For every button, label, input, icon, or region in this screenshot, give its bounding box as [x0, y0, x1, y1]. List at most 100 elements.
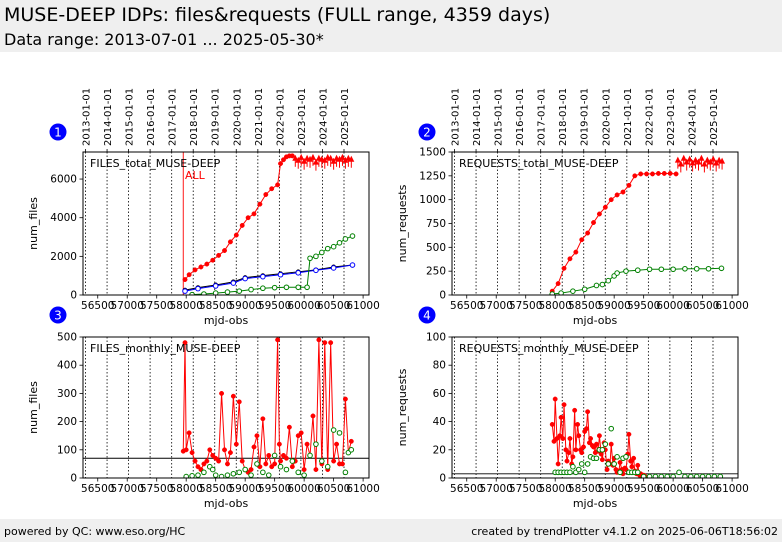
data-point — [594, 441, 599, 447]
data-point — [579, 450, 585, 456]
x-tick-label: 58500 — [568, 300, 601, 312]
data-point — [705, 473, 712, 478]
x-tick-label: 57000 — [111, 483, 144, 495]
data-point — [655, 171, 661, 176]
data-point — [271, 284, 278, 291]
date-tick-label: 2019-01-01 — [580, 88, 591, 146]
data-point — [585, 409, 591, 415]
data-point — [230, 470, 237, 477]
x-axis-label: mjd-obs — [204, 497, 249, 510]
data-point — [348, 438, 354, 444]
data-point — [195, 464, 201, 470]
data-point — [634, 469, 641, 476]
data-point — [558, 290, 564, 295]
data-point — [313, 441, 319, 447]
data-point — [342, 236, 349, 242]
y-tick-label: 1000 — [419, 194, 446, 206]
chart-annotation: ALL — [185, 169, 206, 182]
data-point — [236, 399, 242, 405]
date-tick-label: 2025-01-01 — [709, 88, 720, 146]
data-point — [564, 458, 570, 464]
data-point — [295, 269, 302, 276]
x-tick-label: 56500 — [81, 300, 114, 312]
x-tick-label: 60000 — [287, 300, 320, 312]
panel-number-badge — [418, 123, 436, 141]
footer-right-text: created by trendPlotter v4.1.2 on 2025-0… — [471, 525, 778, 538]
data-point — [667, 171, 673, 176]
data-point — [578, 461, 585, 467]
data-point — [254, 461, 260, 467]
data-point — [277, 271, 284, 278]
x-tick-label: 59000 — [228, 300, 261, 312]
data-point — [596, 211, 602, 217]
data-point — [658, 473, 665, 478]
data-point — [711, 473, 718, 478]
panel-number-badge — [418, 306, 436, 324]
data-point — [628, 458, 634, 464]
date-tick-label: 2021-01-01 — [254, 88, 265, 146]
data-point — [608, 197, 614, 203]
data-point — [283, 284, 290, 291]
data-point — [276, 441, 282, 447]
data-point — [225, 461, 230, 467]
data-point — [182, 288, 188, 294]
data-point — [233, 232, 239, 238]
data-point — [573, 447, 579, 453]
chart-title: FILES_monthly_MUSE-DEEP — [90, 342, 241, 355]
x-tick-label: 60500 — [686, 300, 719, 312]
data-point — [658, 266, 665, 273]
x-tick-label: 57500 — [509, 483, 542, 495]
x-tick-label: 56500 — [450, 300, 483, 312]
data-point — [563, 447, 569, 453]
data-point — [289, 153, 295, 159]
series-line-red — [551, 172, 677, 292]
data-point — [718, 265, 725, 272]
x-axis-label: mjd-obs — [573, 314, 618, 327]
y-tick-label: 100 — [57, 444, 77, 456]
data-point — [342, 469, 349, 476]
data-point — [555, 461, 561, 467]
data-point — [195, 472, 201, 478]
data-point — [182, 277, 188, 282]
series-group — [180, 337, 355, 478]
x-tick-label: 61000 — [715, 300, 748, 312]
data-point — [260, 416, 266, 422]
series-group — [549, 154, 726, 295]
data-point — [336, 430, 343, 436]
data-point — [334, 441, 340, 447]
data-point — [617, 460, 623, 465]
data-point — [632, 173, 638, 179]
x-tick-label: 59500 — [627, 483, 660, 495]
data-point — [295, 433, 301, 439]
data-point — [227, 239, 233, 245]
data-point — [340, 461, 345, 467]
plot-frame — [82, 336, 370, 479]
series-group — [182, 153, 356, 295]
x-tick-label: 60000 — [656, 483, 689, 495]
data-point — [236, 288, 243, 294]
data-point — [611, 461, 617, 467]
x-tick-label: 58500 — [568, 483, 601, 495]
panel-number: 3 — [54, 309, 62, 323]
x-tick-label: 56500 — [450, 483, 483, 495]
data-point — [275, 337, 281, 343]
x-axis-label: mjd-obs — [573, 497, 618, 510]
data-point — [281, 452, 286, 458]
data-point — [186, 430, 192, 436]
date-tick-label: 2022-01-01 — [275, 88, 286, 146]
data-point — [236, 469, 243, 476]
data-point — [555, 281, 561, 287]
x-tick-label: 59000 — [597, 483, 630, 495]
chart-title: REQUESTS_monthly_MUSE-DEEP — [459, 342, 639, 355]
data-point — [650, 171, 655, 177]
series-group — [549, 396, 724, 478]
date-tick-label: 2013-01-01 — [451, 88, 462, 146]
y-tick-label: 80 — [433, 360, 446, 372]
page-subtitle: Data range: 2013-07-01 ... 2025-05-30* — [4, 30, 324, 49]
data-point — [566, 450, 572, 456]
data-point — [599, 281, 606, 288]
date-tick-label: 2015-01-01 — [494, 88, 505, 146]
data-point — [295, 284, 302, 291]
date-tick-label: 2024-01-01 — [687, 88, 698, 146]
data-point — [319, 458, 325, 464]
